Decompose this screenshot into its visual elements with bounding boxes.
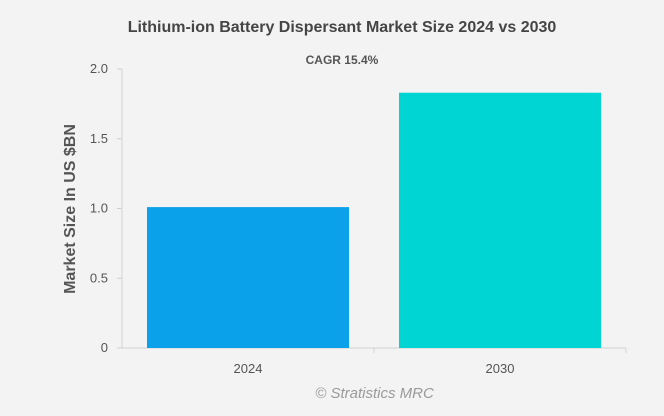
chart-container: Lithium-ion Battery Dispersant Market Si… [0, 0, 664, 416]
watermark: © Stratistics MRC [0, 385, 664, 402]
bar-chart-plot: 0 0.5 1.0 1.5 2.0 2024 2030 Market Size In US … [0, 0, 664, 416]
y-tick-label: 1.0 [90, 201, 108, 216]
y-tick-label: 0 [101, 340, 108, 355]
y-axis-title: Market Size In US $BN [62, 124, 79, 294]
bar-2030[interactable] [399, 93, 601, 348]
y-tick-label: 0.5 [90, 270, 108, 285]
y-tick-label: 2.0 [90, 61, 108, 76]
x-tick-label: 2030 [486, 361, 515, 376]
x-tick-label: 2024 [234, 361, 263, 376]
y-tick-label: 1.5 [90, 131, 108, 146]
bar-2024[interactable] [147, 207, 349, 348]
